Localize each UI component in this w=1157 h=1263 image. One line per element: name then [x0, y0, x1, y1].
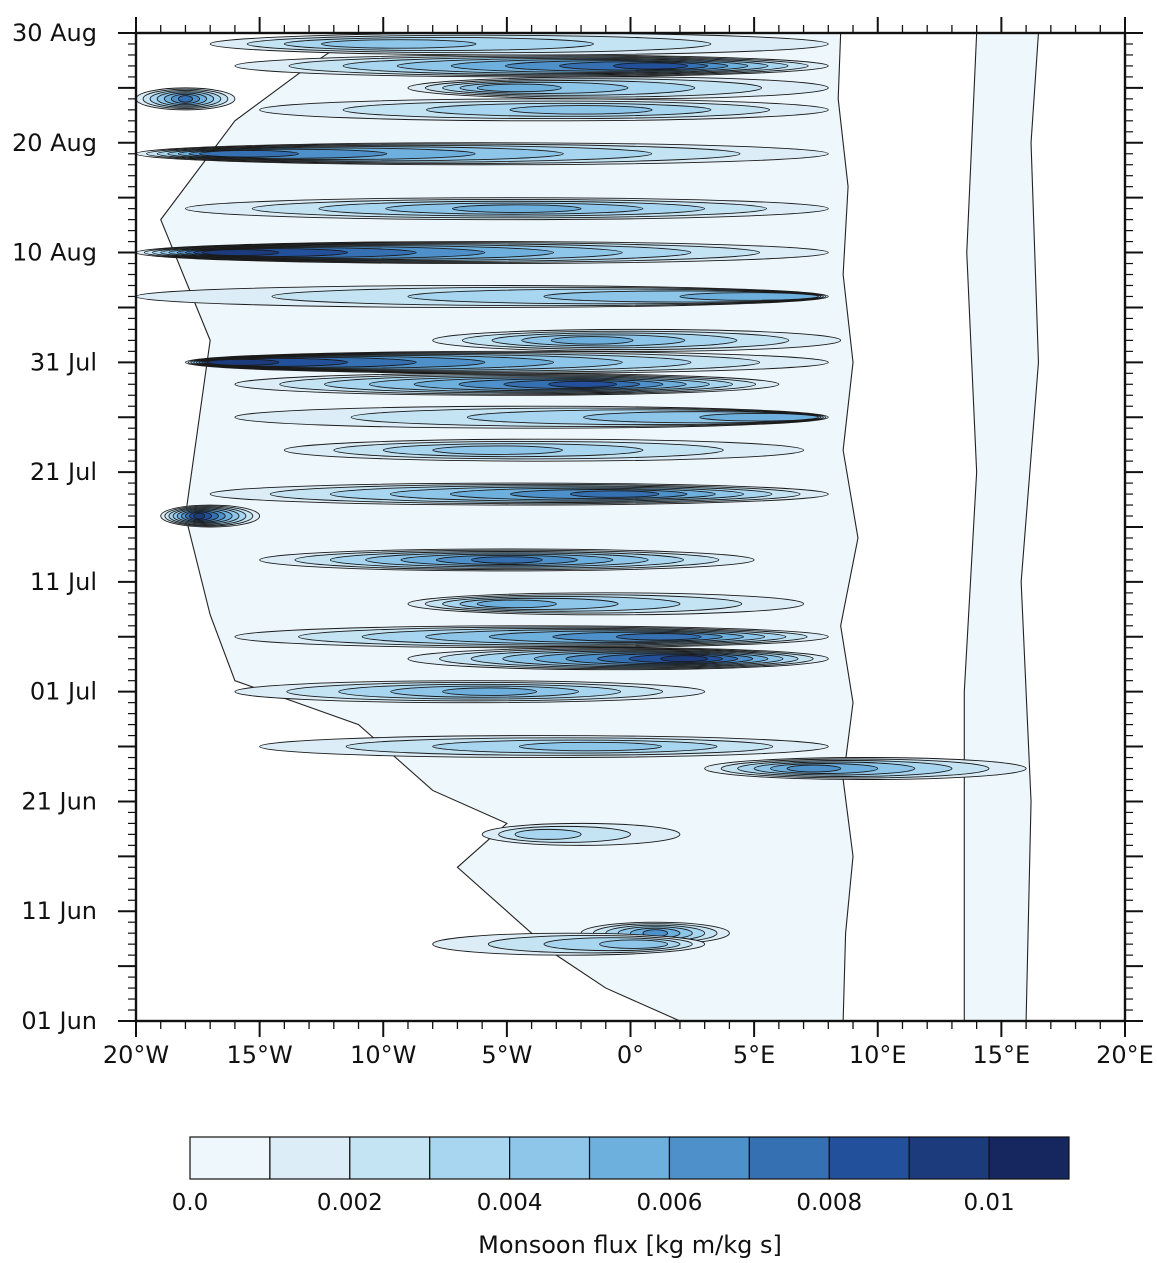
- colorbar-tick-label: 0.0: [172, 1190, 209, 1216]
- flux-streak: [234, 372, 780, 396]
- flux-streak: [259, 98, 829, 122]
- x-tick-label: 15°W: [226, 1041, 292, 1069]
- colorbar-swatch: [588, 1136, 671, 1180]
- colorbar-swatch: [269, 1136, 351, 1180]
- colorbar-tick-label: 0.004: [477, 1190, 543, 1216]
- x-tick-label: 15°E: [973, 1041, 1031, 1069]
- flux-streak: [481, 822, 681, 846]
- contour-level: [201, 249, 280, 257]
- colorbar-swatch: [988, 1136, 1070, 1180]
- colorbar-swatch: [908, 1136, 990, 1180]
- contour-level: [699, 412, 819, 422]
- colorbar-swatch: [509, 1136, 591, 1180]
- contour-level: [548, 380, 618, 388]
- contour-level: [476, 83, 562, 93]
- colorbar-title: Monsoon flux [kg m/kg s]: [478, 1231, 782, 1259]
- y-tick-label: 11 Jun: [21, 897, 97, 925]
- contour-level: [476, 599, 557, 609]
- flux-streak: [704, 757, 1027, 780]
- flux-streak: [136, 285, 829, 308]
- contour-level: [679, 292, 819, 301]
- flux-streak: [136, 87, 236, 111]
- flux-streak: [234, 680, 706, 704]
- y-axis-ticks: [118, 32, 1143, 1022]
- x-axis-ticks: [135, 17, 1126, 1037]
- flux-streak: [432, 932, 706, 956]
- contour-level: [599, 939, 669, 949]
- contour-level: [613, 62, 689, 70]
- y-tick-label: 21 Jul: [30, 458, 97, 486]
- flux-streak: [160, 504, 261, 528]
- contour-level: [177, 95, 193, 103]
- y-tick-label: 01 Jun: [21, 1007, 97, 1035]
- y-tick-label: 20 Aug: [12, 129, 97, 157]
- flux-streak: [234, 625, 829, 649]
- flux-streak: [259, 735, 829, 759]
- y-axis-tick-labels: 01 Jun 11 Jun 21 Jun 01 Jul 11 Jul 21 Jul 31 J…: [12, 19, 97, 1035]
- colorbar-swatch: [668, 1136, 750, 1180]
- contour-level: [206, 358, 280, 366]
- contour-level: [471, 556, 543, 564]
- colorbar-tick-label: 0.01: [963, 1190, 1014, 1216]
- x-tick-label: 5°W: [481, 1041, 532, 1069]
- flux-streak: [209, 482, 829, 506]
- contour-level: [518, 741, 662, 752]
- colorbar: [189, 1136, 1070, 1180]
- colorbar-swatch: [748, 1136, 830, 1180]
- colorbar-swatch: [189, 1136, 271, 1180]
- colorbar-tick-label: 0.002: [317, 1190, 383, 1216]
- flux-streak: [283, 438, 805, 462]
- contour-level: [432, 445, 563, 455]
- contour-level: [514, 828, 582, 840]
- colorbar-swatch: [349, 1136, 431, 1180]
- flux-streak: [259, 548, 755, 572]
- x-tick-label: 20°E: [1096, 1041, 1154, 1069]
- contour-field: [136, 33, 1040, 1021]
- contour-level: [509, 105, 653, 115]
- contour-level: [615, 633, 702, 641]
- colorbar-tick-label: 0.008: [796, 1190, 862, 1216]
- x-tick-label: 0°: [617, 1041, 644, 1069]
- contour-level: [550, 336, 634, 345]
- y-tick-label: 01 Jul: [30, 678, 97, 706]
- contour-level: [452, 204, 582, 213]
- low-flux-region: [160, 33, 859, 1021]
- contour-level: [442, 687, 537, 696]
- colorbar-swatch: [828, 1136, 910, 1180]
- x-axis-tick-labels: 20°W 15°W 10°W 5°W 0° 5°E 10°E 15°E 20°E: [103, 1041, 1154, 1069]
- x-tick-label: 10°W: [350, 1041, 416, 1069]
- y-tick-label: 30 Aug: [12, 19, 97, 47]
- contour-level: [320, 39, 477, 49]
- colorbar-swatch: [429, 1136, 511, 1180]
- y-tick-label: 21 Jun: [21, 787, 97, 815]
- y-tick-label: 10 Aug: [12, 239, 97, 267]
- x-tick-label: 5°E: [733, 1041, 775, 1069]
- contour-level: [660, 655, 708, 663]
- x-tick-label: 10°E: [849, 1041, 907, 1069]
- flux-streak: [407, 647, 829, 671]
- colorbar-tick-label: 0.006: [637, 1190, 703, 1216]
- x-tick-label: 20°W: [103, 1041, 169, 1069]
- flux-streak: [209, 33, 829, 56]
- flux-streak: [185, 197, 829, 221]
- flux-streak: [407, 592, 805, 616]
- flux-streak: [234, 405, 829, 429]
- y-tick-label: 31 Jul: [30, 348, 97, 376]
- flux-streak: [234, 54, 829, 78]
- colorbar-labels: 0.0 0.002 0.004 0.006 0.008 0.01: [172, 1190, 1015, 1216]
- contour-level: [786, 764, 842, 773]
- contour-level: [199, 150, 299, 158]
- contour-level: [570, 490, 660, 498]
- contour-level: [193, 512, 206, 520]
- flux-streak: [432, 328, 842, 352]
- flux-streak: [136, 241, 829, 265]
- flux-streak: [185, 350, 829, 374]
- y-tick-label: 11 Jul: [30, 568, 97, 596]
- flux-streak: [136, 142, 829, 166]
- flux-streak: [407, 76, 829, 100]
